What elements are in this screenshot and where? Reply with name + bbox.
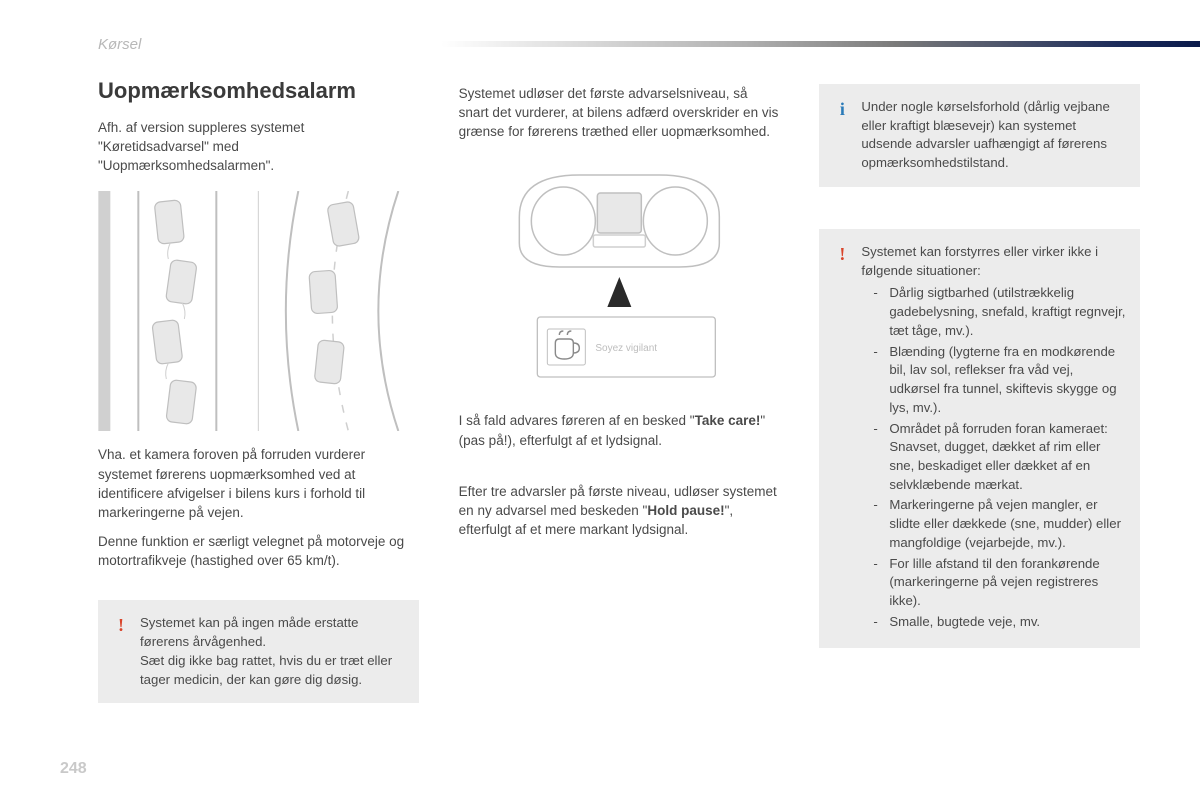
info-text: Under nogle kørselsforhold (dårlig vejba… (861, 98, 1126, 173)
warning-2-body: Systemet kan forstyrres eller virker ikk… (861, 243, 1126, 634)
column-3: i Under nogle kørselsforhold (dårlig vej… (819, 78, 1140, 760)
lane-drift-diagram (98, 191, 419, 431)
warning-callout-2: ! Systemet kan forstyrres eller virker i… (819, 229, 1140, 648)
page-title: Uopmærksomhedsalarm (98, 78, 419, 104)
warning-2-list-item: For lille afstand til den forankørende (… (861, 555, 1126, 611)
column-1: Uopmærksomhedsalarm Afh. af version supp… (98, 78, 419, 760)
intro-text: Afh. af version suppleres systemet "Køre… (98, 118, 419, 175)
exclamation-icon: ! (833, 243, 851, 634)
content-columns: Uopmærksomhedsalarm Afh. af version supp… (98, 78, 1140, 760)
section-label: Kørsel (0, 36, 141, 53)
col2-para-2: I så fald advares føreren af en besked "… (459, 411, 780, 449)
warning-2-list-item: Smalle, bugtede veje, mv. (861, 613, 1126, 632)
warning-2-intro: Systemet kan forstyrres eller virker ikk… (861, 243, 1126, 280)
page-number: 248 (60, 760, 87, 778)
warning-2-list-item: Blænding (lygterne fra en modkørende bil… (861, 343, 1126, 418)
p3-bold: Hold pause! (647, 503, 724, 518)
col2-para-3: Efter tre advarsler på første niveau, ud… (459, 482, 780, 539)
dashboard-diagram: Soyez vigilant (459, 157, 780, 397)
exclamation-icon: ! (112, 614, 130, 689)
header-gradient-bar (441, 41, 1200, 47)
p2-bold: Take care! (695, 413, 761, 428)
info-callout: i Under nogle kørselsforhold (dårlig vej… (819, 84, 1140, 187)
warning-2-list-item: Området på forruden foran kameraet: Snav… (861, 420, 1126, 495)
warning-1-text: Systemet kan på ingen måde erstatte føre… (140, 614, 405, 689)
warning-2-list: Dårlig sigtbarhed (utilstrækkelig gadebe… (861, 284, 1126, 631)
warning-2-list-item: Dårlig sigtbarhed (utilstrækkelig gadebe… (861, 284, 1126, 340)
column-2: Systemet udløser det første advarselsniv… (459, 78, 780, 760)
page-header: Kørsel (0, 32, 1200, 56)
warning-callout-1: ! Systemet kan på ingen måde erstatte fø… (98, 600, 419, 703)
col1-para-2: Denne funktion er særligt velegnet på mo… (98, 532, 419, 570)
p2-pre: I så fald advares føreren af en besked " (459, 413, 695, 428)
warning-2-list-item: Markeringerne på vejen mangler, er slidt… (861, 496, 1126, 552)
dashboard-alert-label: Soyez vigilant (595, 343, 657, 354)
info-icon: i (833, 98, 851, 173)
col2-para-1: Systemet udløser det første advarselsniv… (459, 84, 780, 141)
col1-para-1: Vha. et kamera foroven på forruden vurde… (98, 445, 419, 522)
